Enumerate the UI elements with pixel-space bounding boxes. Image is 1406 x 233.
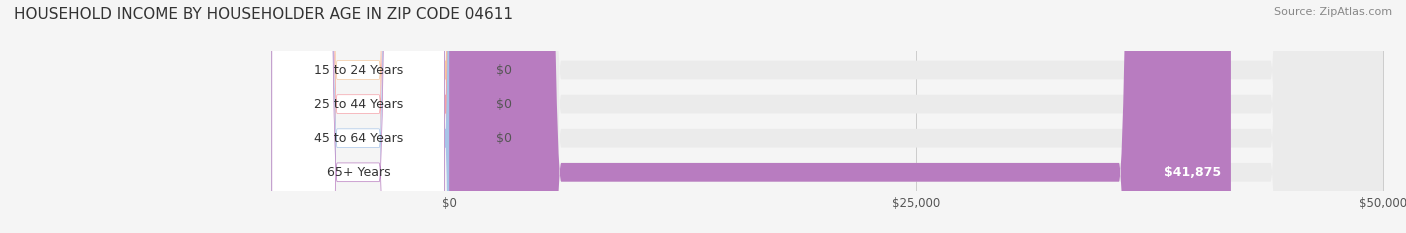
Text: 45 to 64 Years: 45 to 64 Years: [314, 132, 404, 145]
Text: $0: $0: [496, 98, 512, 111]
Text: $0: $0: [496, 64, 512, 76]
Text: $41,875: $41,875: [1164, 166, 1222, 179]
FancyBboxPatch shape: [444, 0, 496, 233]
FancyBboxPatch shape: [444, 0, 496, 233]
FancyBboxPatch shape: [271, 0, 444, 233]
Text: HOUSEHOLD INCOME BY HOUSEHOLDER AGE IN ZIP CODE 04611: HOUSEHOLD INCOME BY HOUSEHOLDER AGE IN Z…: [14, 7, 513, 22]
FancyBboxPatch shape: [449, 0, 1382, 233]
Text: Source: ZipAtlas.com: Source: ZipAtlas.com: [1274, 7, 1392, 17]
FancyBboxPatch shape: [271, 0, 444, 233]
Text: 25 to 44 Years: 25 to 44 Years: [314, 98, 404, 111]
FancyBboxPatch shape: [271, 0, 444, 233]
Text: $0: $0: [496, 132, 512, 145]
Text: 65+ Years: 65+ Years: [326, 166, 391, 179]
FancyBboxPatch shape: [444, 0, 496, 233]
FancyBboxPatch shape: [271, 0, 444, 233]
FancyBboxPatch shape: [449, 0, 1382, 233]
Text: 15 to 24 Years: 15 to 24 Years: [314, 64, 404, 76]
FancyBboxPatch shape: [449, 0, 1382, 233]
FancyBboxPatch shape: [449, 0, 1382, 233]
FancyBboxPatch shape: [449, 0, 1230, 233]
